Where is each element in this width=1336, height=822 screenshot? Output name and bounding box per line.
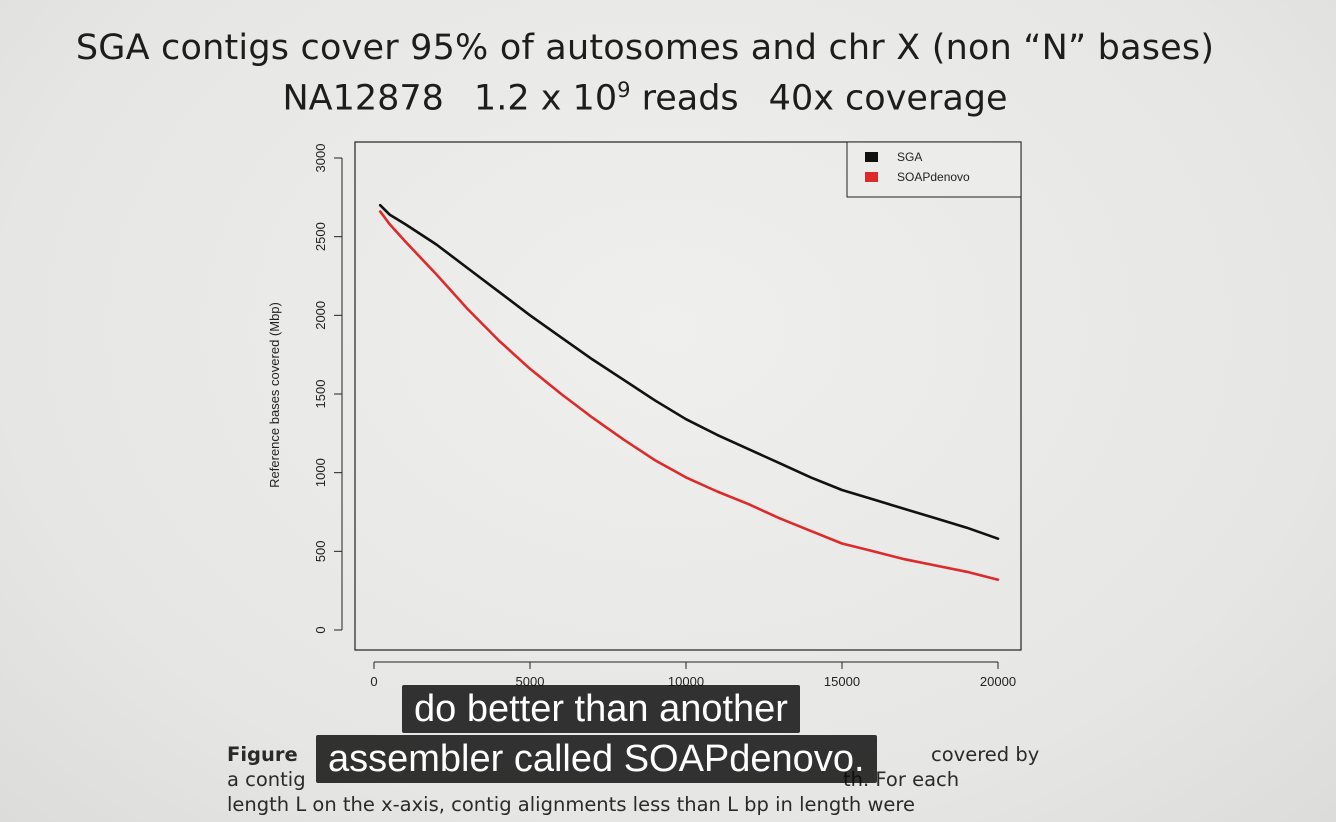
y-tick-label: 500 [313,540,328,562]
x-tick-label: 0 [370,674,377,689]
legend-swatch-soapdenovo [865,172,878,182]
slide-subtitle: NA12878 1.2 x 109 reads 40x coverage [0,78,1290,119]
series-line-sga [378,203,1000,541]
subtitle-reads-word: reads [641,78,739,119]
legend-label-sga: SGA [897,150,922,164]
subtitle-reads-exponent: 9 [617,78,631,102]
y-axis: 0 500 1000 1500 2000 2500 3000 [313,144,343,634]
legend: SGA SOAPdenovo [846,141,1022,198]
y-tick-label: 1000 [313,458,328,487]
x-tick-label: 15000 [824,674,860,689]
caption-line1-right: covered by [931,743,1040,766]
video-subtitle-line2: assembler called SOAPdenovo. [316,735,877,783]
caption-line3: length L on the x-axis, contig alignment… [227,793,915,816]
slide-title: SGA contigs cover 95% of autosomes and c… [75,28,1215,68]
y-tick-label: 2000 [313,301,328,330]
legend-label-soapdenovo: SOAPdenovo [897,170,970,184]
caption-figure-label: Figure [227,743,298,766]
series-line-soapdenovo [378,210,1000,582]
y-axis-label: Reference bases covered (Mbp) [267,302,282,488]
subtitle-sample: NA12878 [282,78,444,119]
legend-box [846,141,1022,198]
y-tick-label: 3000 [313,144,328,173]
y-tick-label: 0 [313,626,328,633]
legend-swatch-sga [865,152,878,162]
video-subtitle-line1: do better than another [402,685,800,733]
subtitle-reads-base: 1.2 x 10 [473,78,618,119]
plot-frame [354,141,1022,651]
y-tick-label: 1500 [313,380,328,409]
x-tick-label: 20000 [980,674,1016,689]
series-layer [378,203,1000,582]
caption-line2-left: a contig [227,768,306,791]
subtitle-coverage: 40x coverage [768,78,1008,119]
y-tick-label: 2500 [313,222,328,251]
